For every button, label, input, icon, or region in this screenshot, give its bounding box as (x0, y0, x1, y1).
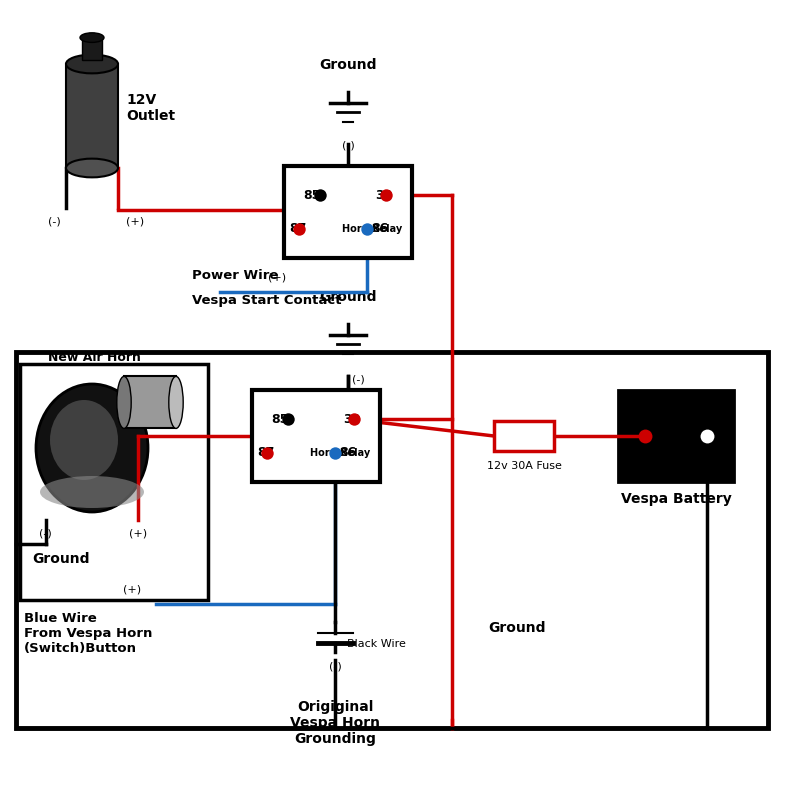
Text: (+): (+) (636, 406, 654, 416)
Text: Ground: Ground (32, 552, 90, 566)
Point (282, 413, 294, 426)
Ellipse shape (36, 384, 148, 512)
Bar (66, 64, 118, 168)
Ellipse shape (80, 33, 104, 42)
Text: (-): (-) (701, 406, 714, 416)
Text: (-): (-) (48, 216, 60, 226)
Text: 87: 87 (290, 222, 307, 235)
Point (361, 222, 374, 235)
Ellipse shape (40, 476, 144, 508)
Bar (252, 390, 380, 482)
Point (380, 189, 393, 202)
Text: 30: 30 (375, 189, 393, 202)
Bar (618, 390, 734, 482)
Text: 12v 30A Fuse: 12v 30A Fuse (486, 461, 562, 470)
Bar (284, 166, 412, 258)
Text: 86: 86 (371, 222, 388, 235)
Bar (82, 38, 102, 60)
Text: 12V
Outlet: 12V Outlet (126, 93, 175, 123)
Text: Origiginal
Vespa Horn
Grounding: Origiginal Vespa Horn Grounding (290, 700, 380, 746)
Text: Blue Wire
From Vespa Horn
(Switch)Button: Blue Wire From Vespa Horn (Switch)Button (24, 612, 152, 655)
Text: (-): (-) (352, 374, 365, 384)
Text: Horn Relay: Horn Relay (310, 447, 370, 458)
Text: 86: 86 (339, 446, 356, 459)
Point (638, 430, 651, 442)
Text: Ground: Ground (319, 290, 377, 304)
Ellipse shape (66, 158, 118, 178)
Point (261, 446, 274, 459)
Text: 85: 85 (271, 413, 289, 426)
Ellipse shape (117, 376, 131, 429)
Text: (+): (+) (126, 216, 144, 226)
Text: Black Wire: Black Wire (347, 639, 406, 649)
Text: (-): (-) (342, 140, 354, 150)
Ellipse shape (66, 54, 118, 74)
Text: 30: 30 (343, 413, 361, 426)
Text: (-): (-) (39, 528, 52, 538)
Text: (+): (+) (123, 584, 141, 594)
Text: (+): (+) (130, 528, 147, 538)
Ellipse shape (169, 376, 183, 429)
Text: 85: 85 (303, 189, 321, 202)
Text: Ground: Ground (488, 621, 546, 635)
Text: New Air Horn: New Air Horn (48, 351, 141, 364)
Bar (124, 376, 176, 428)
Text: (+): (+) (268, 272, 286, 282)
Text: Ground: Ground (319, 58, 377, 72)
Text: 87: 87 (258, 446, 275, 459)
Bar (20, 364, 208, 600)
Ellipse shape (50, 400, 118, 480)
Point (314, 189, 326, 202)
Text: Horn Relay: Horn Relay (342, 223, 402, 234)
Text: Vespa Start Contact: Vespa Start Contact (192, 294, 342, 307)
Point (348, 413, 361, 426)
Point (329, 446, 342, 459)
Text: Power Wire: Power Wire (192, 270, 278, 282)
Bar (494, 421, 554, 451)
Text: (-): (-) (329, 662, 342, 672)
Text: Vespa Battery: Vespa Battery (621, 491, 731, 506)
Bar (16, 352, 768, 728)
Point (701, 430, 714, 442)
Point (293, 222, 306, 235)
